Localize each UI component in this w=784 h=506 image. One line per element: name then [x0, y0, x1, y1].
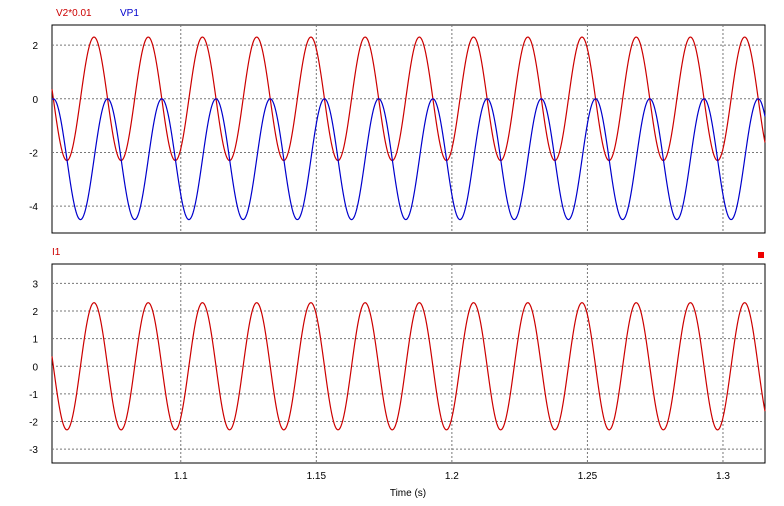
x-tick-label: 1.1 [174, 471, 188, 482]
y-tick-label: -4 [29, 202, 38, 213]
x-tick-label: 1.25 [578, 471, 598, 482]
y-tick-label: -1 [29, 390, 38, 401]
top-y-ticks: -4 -2 0 2 [29, 41, 38, 213]
top-panel: -4 -2 0 2 V2*0.01 VP1 [29, 8, 766, 234]
top-plot-area [51, 24, 766, 234]
top-grid [52, 25, 765, 233]
legend-v2: V2*0.01 [56, 8, 92, 19]
bottom-grid [52, 264, 765, 463]
y-tick-label: 0 [32, 362, 38, 373]
y-tick-label: -2 [29, 148, 38, 159]
y-tick-label: 0 [32, 95, 38, 106]
top-series [51, 36, 766, 221]
resize-handle[interactable] [758, 252, 764, 258]
y-tick-label: -3 [29, 445, 38, 456]
bottom-y-ticks: -3 -2 -1 0 1 2 3 [29, 279, 38, 456]
x-tick-label: 1.15 [307, 471, 327, 482]
bottom-series [51, 302, 766, 431]
y-tick-label: 2 [32, 307, 38, 318]
y-tick-label: -2 [29, 418, 38, 429]
series-line-i1 [51, 302, 766, 431]
series-line-v2001 [51, 36, 766, 162]
bottom-x-ticks: 1.1 1.15 1.2 1.25 1.3 [174, 471, 731, 482]
x-tick-label: 1.2 [445, 471, 459, 482]
legend-i1: I1 [52, 247, 61, 258]
y-tick-label: 3 [32, 279, 38, 290]
bottom-plot-area [51, 263, 766, 464]
x-tick-label: 1.3 [716, 471, 730, 482]
y-tick-label: 1 [32, 335, 38, 346]
bottom-panel: -3 -2 -1 0 1 2 3 1.1 1.15 1.2 1.25 1.3 I1 Time (s) [29, 247, 766, 499]
series-line-vp1 [51, 98, 766, 221]
legend-vp1: VP1 [120, 8, 139, 19]
x-axis-label: Time (s) [390, 488, 426, 499]
y-tick-label: 2 [32, 41, 38, 52]
